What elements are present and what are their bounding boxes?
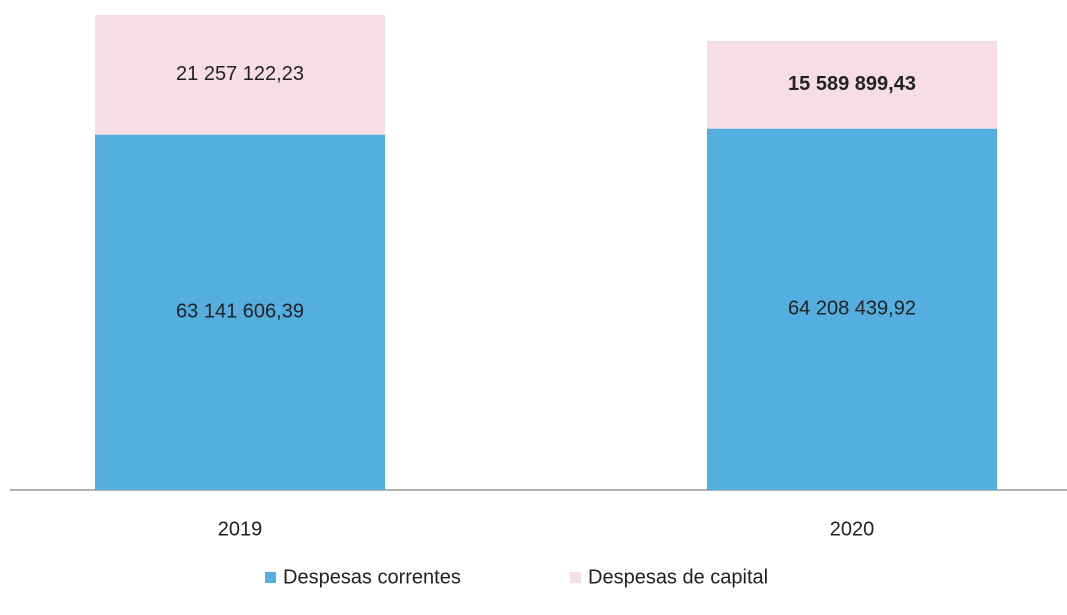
legend-swatch: [265, 572, 276, 583]
x-tick-label: 2020: [830, 518, 875, 540]
bar-segment: [707, 128, 997, 490]
data-label: 21 257 122,23: [176, 63, 304, 85]
legend-label: Despesas correntes: [283, 566, 461, 588]
bar-segment: [95, 134, 385, 490]
bar-segment: [95, 15, 385, 135]
data-label: 64 208 439,92: [788, 298, 916, 320]
x-tick-label: 2019: [218, 518, 263, 540]
data-label: 63 141 606,39: [176, 301, 304, 323]
bar-segment: [707, 40, 997, 129]
data-label: 15 589 899,43: [788, 73, 916, 95]
legend-swatch: [570, 572, 581, 583]
legend-label: Despesas de capital: [588, 566, 768, 588]
